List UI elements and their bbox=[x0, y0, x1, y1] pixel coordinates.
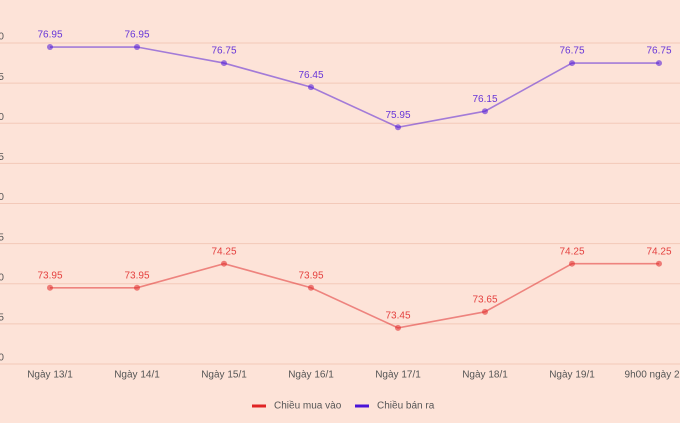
point bbox=[569, 260, 575, 267]
x-tick-label: Ngày 15/1 bbox=[201, 370, 247, 381]
point bbox=[395, 324, 401, 331]
point bbox=[47, 284, 53, 291]
x-tick-label: Ngày 14/1 bbox=[114, 370, 160, 381]
point bbox=[482, 108, 488, 115]
point bbox=[656, 260, 662, 267]
point bbox=[221, 260, 227, 267]
series-line bbox=[50, 262, 659, 329]
point bbox=[221, 60, 227, 67]
value-label: 76.75 bbox=[646, 46, 671, 57]
y-tick-label: 77.0 bbox=[0, 32, 4, 43]
value-label: 73.95 bbox=[298, 270, 323, 281]
y-tick-label: 76.0 bbox=[0, 112, 4, 123]
value-label: 73.95 bbox=[37, 270, 62, 281]
value-label: 74.25 bbox=[646, 246, 671, 257]
point bbox=[134, 284, 140, 291]
y-tick-label: 75.0 bbox=[0, 192, 4, 203]
point bbox=[656, 60, 662, 67]
legend-label: Chiều bán ra bbox=[377, 400, 435, 412]
legend-label: Chiều mua vào bbox=[274, 400, 342, 412]
point bbox=[47, 44, 53, 51]
value-label: 76.75 bbox=[211, 46, 236, 57]
value-label: 74.25 bbox=[211, 246, 236, 257]
point bbox=[482, 308, 488, 315]
point bbox=[395, 124, 401, 131]
value-label: 73.65 bbox=[472, 294, 497, 305]
value-label: 76.15 bbox=[472, 94, 497, 105]
y-tick-label: 73.5 bbox=[0, 313, 4, 324]
value-label: 76.95 bbox=[124, 30, 149, 41]
series-line bbox=[50, 46, 659, 129]
y-tick-label: 76.5 bbox=[0, 72, 4, 83]
point bbox=[308, 84, 314, 91]
value-label: 73.95 bbox=[124, 270, 149, 281]
point bbox=[308, 284, 314, 291]
y-tick-label: 74.5 bbox=[0, 232, 4, 243]
x-tick-label: Ngày 16/1 bbox=[288, 370, 334, 381]
y-tick-label: 73.0 bbox=[0, 353, 4, 364]
value-label: 73.45 bbox=[385, 311, 410, 322]
x-tick-label: Ngày 17/1 bbox=[375, 370, 421, 381]
x-tick-label: 9h00 ngày 20/1 bbox=[625, 370, 680, 381]
x-tick-label: Ngày 18/1 bbox=[462, 370, 508, 381]
value-label: 76.45 bbox=[298, 70, 323, 81]
x-tick-label: Ngày 19/1 bbox=[549, 370, 595, 381]
point bbox=[569, 60, 575, 67]
y-tick-label: 74.0 bbox=[0, 272, 4, 283]
x-tick-label: Ngày 13/1 bbox=[27, 370, 73, 381]
value-label: 76.95 bbox=[37, 30, 62, 41]
value-label: 76.75 bbox=[559, 46, 584, 57]
value-label: 75.95 bbox=[385, 110, 410, 121]
y-tick-label: 75.5 bbox=[0, 152, 4, 163]
point bbox=[134, 44, 140, 51]
value-label: 74.25 bbox=[559, 246, 584, 257]
